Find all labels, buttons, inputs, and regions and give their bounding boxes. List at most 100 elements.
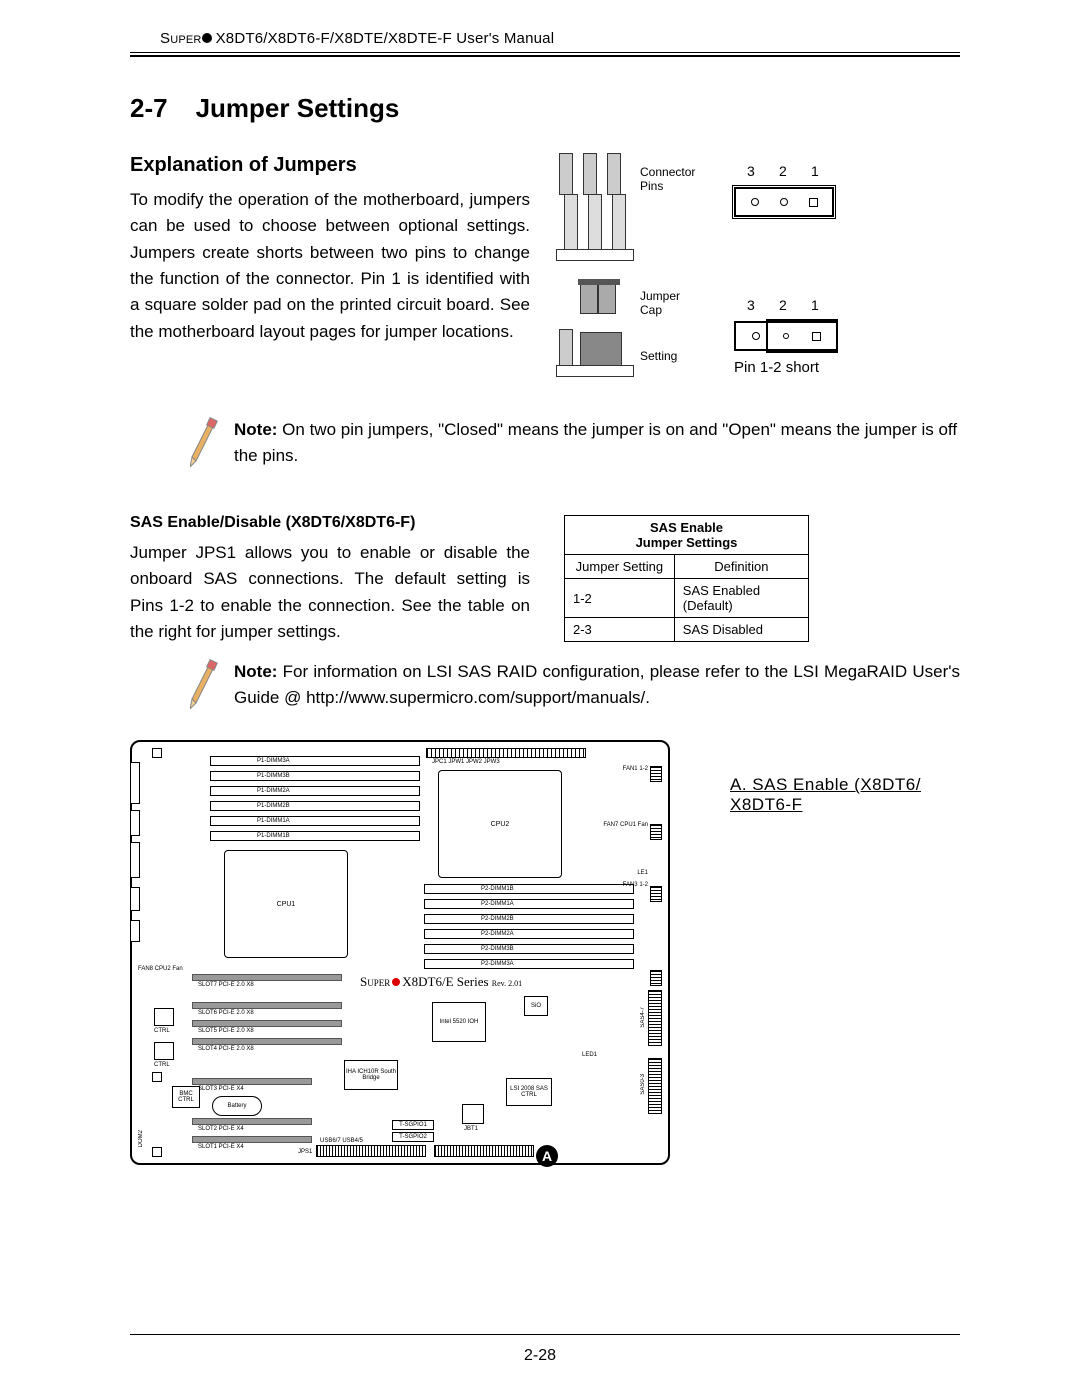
screw-hole-icon (152, 1147, 162, 1157)
setting-cap-icon (580, 332, 622, 366)
table-cell: 1-2 (565, 579, 675, 618)
jumper-cap-icon (598, 284, 616, 314)
label-ctrl: CTRL (154, 1028, 170, 1034)
brand-dot-red-icon (392, 978, 400, 986)
label-le: LE1 (637, 870, 648, 876)
io-port-icon (130, 762, 140, 804)
dimm-slot: P2-DIMM1B (424, 884, 634, 894)
table-cell: SAS Disabled (674, 618, 808, 642)
sas-body: Jumper JPS1 allows you to enable or disa… (130, 540, 530, 645)
southbridge-chip: IHA ICH10R South Bridge (344, 1060, 398, 1090)
header-title: X8DT6/X8DT6-F/X8DTE/X8DTE-F User's Manua… (216, 30, 555, 47)
table-cell: 2-3 (565, 618, 675, 642)
slot-label: SLOT7 PCI-E 2.0 X8 (198, 982, 254, 988)
fan-header-icon (650, 824, 662, 840)
fan-label: FAN8 CPU2 Fan (138, 966, 183, 972)
label-sas47: SAS4-7 (640, 1007, 646, 1028)
connector-pin-icon (564, 194, 578, 252)
label-sas03: SAS0-3 (640, 1074, 646, 1095)
callout-a: A. SAS Enable (X8DT6/ X8DT6-F (730, 775, 950, 815)
pci-slot (192, 1038, 342, 1045)
page-number: 2-28 (0, 1347, 1080, 1365)
explanation-heading: Explanation of Jumpers (130, 154, 530, 177)
label-jps1: JPS1 (298, 1149, 312, 1155)
pci-slot (192, 1078, 312, 1085)
label-connector-pins: ConnectorPins (640, 165, 695, 193)
note-label: Note: (234, 662, 277, 681)
pin-hole-icon (752, 332, 760, 340)
label-ctrl: CTRL (154, 1062, 170, 1068)
pin-outline (732, 185, 836, 219)
label-jumper-cap: JumperCap (640, 289, 680, 317)
fan-header-icon (650, 766, 662, 782)
header-rule-2 (130, 55, 960, 57)
sio-chip: SiO (524, 996, 548, 1016)
dimm-slot: P2-DIMM2A (424, 929, 634, 939)
pin-number: 1 (811, 163, 819, 179)
dimm-slot: P1-DIMM3B (210, 771, 420, 781)
fan-label: FAN7 CPU1 Fan (603, 822, 648, 828)
screw-hole-icon (152, 748, 162, 758)
ctrl-chip (154, 1042, 174, 1060)
dimm-slot: P2-DIMM3B (424, 944, 634, 954)
connector-pin-icon (559, 153, 573, 195)
slot-label: SLOT6 PCI-E 2.0 X8 (198, 1010, 254, 1016)
pci-slot (192, 1118, 312, 1125)
sas-header-icon (648, 1058, 662, 1114)
cpu2-socket: CPU2 (438, 770, 562, 878)
pci-slot (192, 1002, 342, 1009)
jumper-cap-top-icon (578, 279, 620, 285)
slot-label: SLOT1 PCI-E X4 (198, 1144, 244, 1150)
sas-header-icon (648, 990, 662, 1046)
explanation-body: To modify the operation of the motherboa… (130, 187, 530, 345)
label-dom: DOM2 (138, 1130, 144, 1147)
label-led1: LED1 (582, 1052, 597, 1058)
slot-label: SLOT5 PCI-E 2.0 X8 (198, 1028, 254, 1034)
setting-pin-icon (559, 329, 573, 367)
io-port-icon (130, 842, 140, 878)
jumper-cap-icon (580, 284, 598, 314)
dimm-slot: P2-DIMM3A (424, 959, 634, 969)
table-cell: SAS Enabled (Default) (674, 579, 808, 618)
power-header-icon (426, 748, 586, 758)
pci-slot (192, 1020, 342, 1027)
callout-marker-a: A (536, 1145, 558, 1167)
bottom-header-icon (434, 1145, 534, 1157)
connector-base-icon (556, 249, 634, 261)
footer-rule (130, 1334, 960, 1335)
connector-pin-icon (607, 153, 621, 195)
note-text: For information on LSI SAS RAID configur… (234, 662, 960, 707)
brand-dot-icon (202, 33, 212, 43)
section-title: 2-7Jumper Settings (130, 93, 960, 124)
sas-table-col1: Jumper Setting (565, 555, 675, 579)
pencil-icon (190, 417, 220, 467)
pci-slot (192, 974, 342, 981)
setting-base-icon (556, 365, 634, 377)
note-text: On two pin jumpers, "Closed" means the j… (234, 420, 957, 465)
sas-enable-table: SAS EnableJumper Settings Jumper Setting… (564, 515, 809, 642)
pin-number: 2 (779, 297, 787, 313)
section-name: Jumper Settings (196, 93, 400, 123)
sas-table-title: SAS EnableJumper Settings (565, 516, 809, 555)
connector-pin-icon (612, 194, 626, 252)
screw-hole-icon (152, 1072, 162, 1082)
io-port-icon (130, 887, 140, 911)
io-port-icon (130, 920, 140, 942)
pin-number: 2 (779, 163, 787, 179)
label-jbt1: JBT1 (464, 1126, 478, 1132)
label-usb: USB6/7 USB4/5 (320, 1138, 363, 1144)
lsi-chip: LSI 2008 SAS CTRL (506, 1078, 552, 1106)
jbt1-header (462, 1104, 484, 1124)
fan-label: FAN3 1-2 (623, 882, 648, 888)
motherboard-diagram: P1-DIMM3AP1-DIMM3BP1-DIMM2AP1-DIMM2BP1-D… (130, 740, 670, 1165)
pin-short-highlight (766, 319, 838, 353)
mobo-brand-label: SuperX8DT6/E Series Rev. 2.01 (360, 974, 522, 990)
dimm-slot: P1-DIMM1A (210, 816, 420, 826)
page-header: Super X8DT6/X8DT6-F/X8DTE/X8DTE-F User's… (130, 30, 960, 47)
dimm-slot: P1-DIMM2B (210, 801, 420, 811)
connector-pin-icon (583, 153, 597, 195)
note-2: Note: For information on LSI SAS RAID co… (130, 659, 960, 710)
ctrl-chip (154, 1008, 174, 1026)
dimm-slot: P1-DIMM3A (210, 756, 420, 766)
label-setting: Setting (640, 349, 677, 363)
